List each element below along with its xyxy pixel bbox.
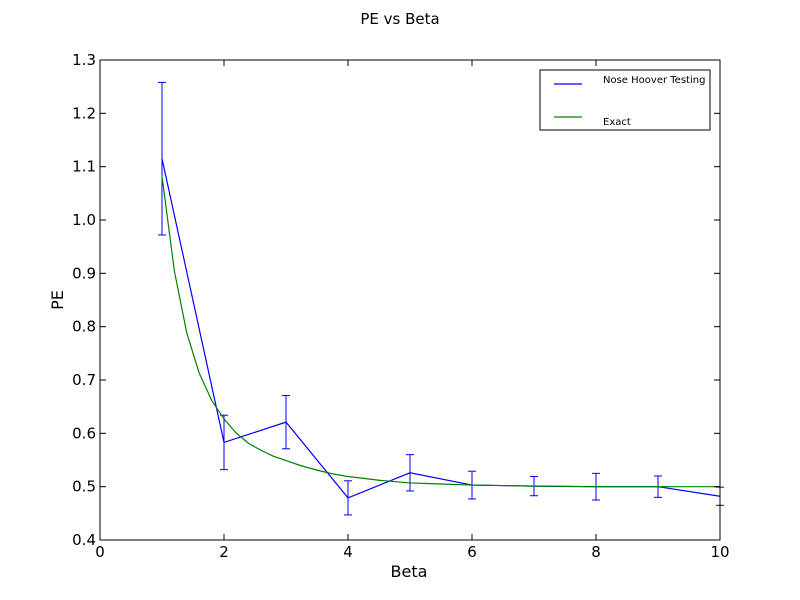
legend-label-1: Exact xyxy=(603,117,631,128)
y-axis-label: PE xyxy=(48,290,67,310)
x-tick-label: 8 xyxy=(591,543,601,561)
x-axis-label: Beta xyxy=(391,562,428,581)
legend-box xyxy=(539,69,711,131)
y-tick-label: 0.7 xyxy=(72,371,96,389)
plot-area: 0 2 4 6 8 10 0.4 0.5 0.6 0.7 0.8 0.9 1.0 1.1 1.2 1.3 xyxy=(72,51,729,561)
x-tick-label: 10 xyxy=(710,543,729,561)
axes-frame xyxy=(99,59,721,541)
legend: Nose Hoover Testing Exact xyxy=(539,69,711,131)
y-tick-label: 0.4 xyxy=(72,531,96,549)
x-tick-label: 2 xyxy=(219,543,229,561)
y-tick-label: 1.3 xyxy=(72,51,96,69)
series-line-1 xyxy=(161,176,720,488)
y-tick-label: 0.8 xyxy=(72,318,96,336)
y-tick-label: 1.2 xyxy=(72,104,96,122)
legend-label-0: Nose Hoover Testing xyxy=(603,75,705,86)
x-tick-label: 0 xyxy=(95,543,105,561)
x-tick-label: 6 xyxy=(467,543,477,561)
x-tick-label: 4 xyxy=(343,543,353,561)
chart-title: PE vs Beta xyxy=(360,10,439,28)
y-tick-label: 0.9 xyxy=(72,264,96,282)
y-tick-label: 1.1 xyxy=(72,158,96,176)
y-tick-label: 1.0 xyxy=(72,211,96,229)
y-tick-label: 0.6 xyxy=(72,424,96,442)
y-tick-label: 0.5 xyxy=(72,478,96,496)
